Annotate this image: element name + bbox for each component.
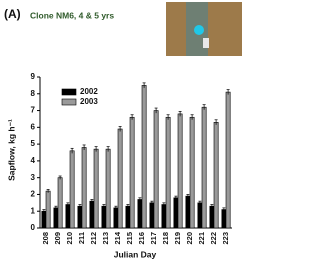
x-tick-label: 217 bbox=[149, 232, 158, 245]
x-tick-label: 208 bbox=[41, 232, 50, 245]
bar bbox=[90, 201, 94, 228]
photo bbox=[166, 2, 242, 56]
y-tick-label: 7 bbox=[31, 106, 36, 115]
legend-swatch bbox=[62, 99, 76, 105]
y-tick-label: 8 bbox=[31, 89, 36, 98]
x-tick-label: 220 bbox=[185, 232, 194, 245]
bar bbox=[154, 111, 158, 228]
y-tick-label: 1 bbox=[31, 206, 36, 215]
chart: (A) Clone NM6, 4 & 5 yrs Sapflow, kg h⁻¹… bbox=[0, 0, 246, 262]
x-tick-label: 219 bbox=[173, 232, 182, 245]
x-tick-label: 223 bbox=[221, 232, 230, 245]
legend-swatch bbox=[62, 89, 76, 95]
x-tick-label: 212 bbox=[89, 232, 98, 245]
y-tick-label: 2 bbox=[31, 190, 36, 199]
bar bbox=[162, 205, 166, 228]
x-axis-label: Julian Day bbox=[114, 249, 157, 259]
bar bbox=[166, 117, 170, 228]
bar bbox=[82, 147, 86, 228]
legend-label: 2002 bbox=[80, 87, 98, 96]
x-tick-label: 215 bbox=[125, 232, 134, 245]
bar bbox=[198, 203, 202, 228]
x-tick-label: 216 bbox=[137, 232, 146, 245]
x-tick-label: 209 bbox=[53, 232, 62, 245]
bar bbox=[210, 206, 214, 228]
bar bbox=[214, 122, 218, 228]
bar bbox=[94, 149, 98, 228]
y-tick-label: 6 bbox=[31, 122, 36, 131]
bar bbox=[178, 114, 182, 228]
x-tick-label: 210 bbox=[65, 232, 74, 245]
bar bbox=[46, 191, 50, 228]
bar bbox=[186, 196, 190, 228]
x-tick-label: 222 bbox=[209, 232, 218, 245]
panel-label: (A) bbox=[4, 7, 21, 21]
bar bbox=[150, 203, 154, 228]
bar bbox=[70, 151, 74, 228]
bar bbox=[222, 210, 226, 228]
x-tick-label: 218 bbox=[161, 232, 170, 245]
y-tick-label: 5 bbox=[31, 139, 36, 148]
bar bbox=[106, 149, 110, 228]
x-tick-label: 213 bbox=[101, 232, 110, 245]
bar bbox=[114, 208, 118, 228]
bar bbox=[130, 117, 134, 228]
bar bbox=[58, 178, 62, 228]
chart-title: Clone NM6, 4 & 5 yrs bbox=[30, 10, 114, 20]
y-axis-label: Sapflow, kg h⁻¹ bbox=[6, 119, 16, 181]
bar bbox=[142, 85, 146, 228]
y-tick-label: 9 bbox=[31, 72, 36, 81]
bar bbox=[66, 205, 70, 228]
y-tick-label: 3 bbox=[31, 173, 36, 182]
bar bbox=[78, 206, 82, 228]
bar bbox=[190, 117, 194, 228]
bar bbox=[202, 107, 206, 228]
legend-label: 2003 bbox=[80, 97, 98, 106]
y-tick-label: 0 bbox=[31, 223, 36, 232]
bar bbox=[54, 208, 58, 228]
bar bbox=[102, 206, 106, 228]
bar bbox=[118, 129, 122, 228]
x-tick-label: 211 bbox=[77, 232, 86, 244]
bar bbox=[174, 198, 178, 228]
bar bbox=[138, 199, 142, 228]
y-tick-label: 4 bbox=[31, 156, 36, 165]
x-tick-label: 214 bbox=[113, 231, 122, 244]
x-tick-label: 221 bbox=[197, 232, 206, 245]
bar bbox=[42, 211, 46, 228]
bar bbox=[126, 206, 130, 228]
bar bbox=[226, 92, 230, 228]
